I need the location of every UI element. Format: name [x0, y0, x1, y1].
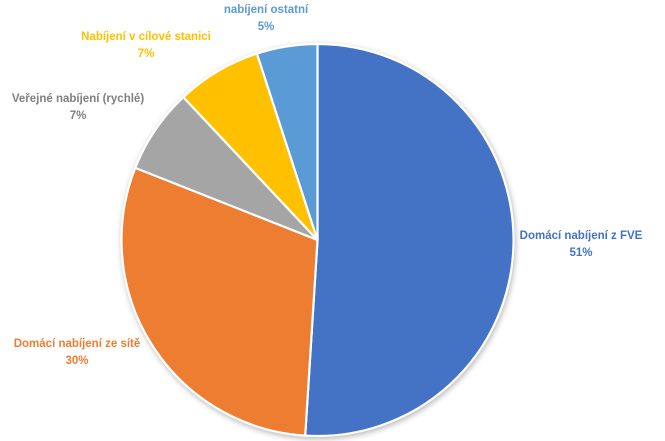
- pie-slice-1: [120, 166, 319, 437]
- pie-slice-4: [255, 42, 319, 242]
- pie-slice-0: [304, 42, 515, 438]
